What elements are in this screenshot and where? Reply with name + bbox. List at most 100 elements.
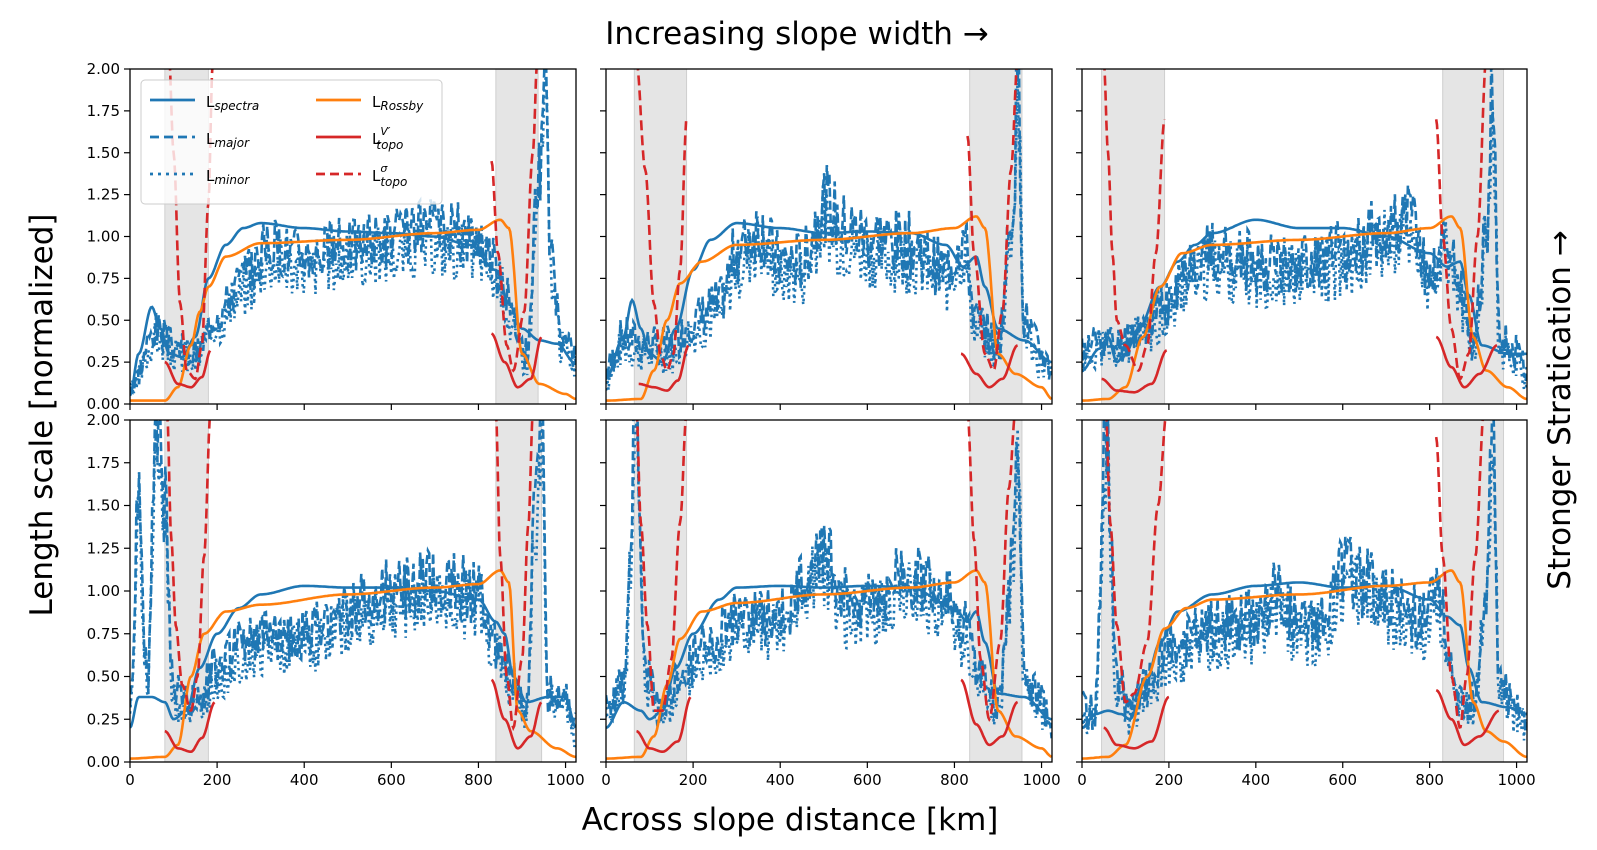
y-tick-label: 1.75 [87, 102, 120, 120]
x-tick-label: 800 [940, 771, 969, 789]
series-topo-sigma-right [966, 69, 1018, 373]
legend: Lspectra Lmajor Lminor LRossby LV′ topo Lσ topo [140, 79, 443, 205]
y-tick-label: 1.00 [87, 582, 120, 600]
x-tick-label: 200 [203, 771, 232, 789]
x-tick-label: 600 [853, 771, 882, 789]
series-topo-v-left [164, 701, 216, 753]
y-tick-label: 1.50 [87, 497, 120, 515]
x-tick-label: 0 [601, 771, 611, 789]
suptitle: Increasing slope width → [605, 16, 989, 52]
legend-label: LRossby [372, 93, 424, 113]
series-topo-v-left [1103, 695, 1170, 750]
series-topo-sigma-left [636, 69, 688, 373]
series-topo-sigma-left [1105, 420, 1167, 704]
x-tick-label: 400 [766, 771, 795, 789]
subplot-0-2 [1076, 68, 1528, 410]
x-tick-label: 600 [1328, 771, 1357, 789]
series-rossby [606, 215, 1052, 402]
series-topo-v-right [490, 332, 543, 389]
series-topo-v-right [960, 344, 1019, 389]
x-tick-label: 200 [1155, 771, 1184, 789]
series-topo-sigma-left [168, 69, 214, 381]
series-minor [130, 420, 576, 748]
subplot-0-1 [600, 68, 1053, 410]
x-axis-label: Across slope distance [km] [582, 802, 999, 838]
y-tick-label: 1.25 [87, 186, 120, 204]
series-major [1082, 69, 1527, 380]
x-tick-label: 1000 [1497, 771, 1535, 789]
series-rossby [130, 218, 576, 402]
x-tick-label: 200 [679, 771, 708, 789]
y-tick-label: 0.50 [87, 668, 120, 686]
series-major [130, 69, 576, 396]
legend-label: LV′ topo [372, 125, 403, 152]
y-tick-label: 0.00 [87, 753, 120, 771]
y-tick-label: 0.00 [87, 395, 120, 413]
y-tick-label: 2.00 [87, 60, 120, 78]
y-axis-label: Length scale [normalized] [24, 214, 60, 617]
series-topo-v-right [1435, 688, 1500, 747]
y-tick-label: 2.00 [87, 411, 120, 429]
legend-label: Lσ topo [372, 162, 407, 189]
legend-label: Lminor [206, 167, 250, 187]
x-tick-label: 0 [125, 771, 135, 789]
legend-label: Lspectra [206, 93, 259, 113]
legend-box [140, 79, 443, 205]
series-topo-sigma-right [490, 69, 538, 373]
series-topo-sigma-right [967, 420, 1016, 722]
y-tick-label: 0.75 [87, 625, 120, 643]
series-topo-v-left [638, 344, 690, 392]
y-tick-label: 0.75 [87, 269, 120, 287]
y-tick-label: 0.50 [87, 311, 120, 329]
x-tick-label: 400 [290, 771, 319, 789]
x-tick-label: 400 [1242, 771, 1271, 789]
x-tick-label: 800 [1415, 771, 1444, 789]
series-topo-v-right [490, 678, 543, 750]
series-major [606, 420, 1052, 739]
legend-item-major: Lmajor [150, 130, 250, 150]
subplot-1-1: 0 200 400 600 800 1000 [600, 419, 1061, 789]
y-tick-label: 1.75 [87, 454, 120, 472]
x-tick-label: 0 [1077, 771, 1087, 789]
series-rossby [1082, 569, 1527, 760]
legend-item-rossby: LRossby [316, 93, 424, 113]
shaded-region [495, 420, 543, 762]
legend-item-topoSigma: Lσ topo [316, 162, 407, 189]
legend-item-minor: Lminor [150, 167, 250, 187]
y-tick-label: 1.25 [87, 539, 120, 557]
series-topo-v-left [1101, 349, 1168, 394]
series-topo-v-right [960, 678, 1019, 747]
series-topo-v-left [164, 349, 212, 389]
x-tick-label: 1000 [1022, 771, 1060, 789]
series-rossby [1082, 215, 1527, 402]
subplot-1-0: 0.00 0.25 0.50 0.75 1.00 1.25 1.50 1.75 2.00 0 200… [87, 411, 585, 789]
series-major [130, 420, 576, 728]
series-topo-sigma-right [1434, 69, 1487, 381]
series-major [1082, 420, 1527, 732]
x-tick-label: 600 [377, 771, 406, 789]
series-spectra [130, 584, 576, 729]
series-topo-sigma-left [635, 420, 687, 712]
series-topo-sigma-right [1434, 420, 1485, 730]
legend-item-spectra: Lspectra [150, 93, 259, 113]
series-minor [606, 78, 1052, 391]
subplot-0-0: 0.00 0.25 0.50 0.75 1.00 1.25 1.50 1.75 2.00 [87, 60, 577, 413]
y-tick-label: 1.50 [87, 144, 120, 162]
series-topo-v-right [1435, 335, 1498, 389]
y-tick-label: 0.25 [87, 353, 120, 371]
y-tick-label: 0.25 [87, 710, 120, 728]
series-topo-sigma-left [1103, 69, 1166, 372]
series-topo-sigma-right [495, 420, 534, 732]
legend-item-topoV: LV′ topo [316, 125, 403, 152]
x-tick-label: 1000 [546, 771, 584, 789]
x-tick-label: 800 [464, 771, 493, 789]
legend-label: Lmajor [206, 130, 250, 150]
y-tick-label: 1.00 [87, 228, 120, 246]
series-topo-sigma-left [166, 420, 211, 712]
series-topo-v-left [636, 696, 692, 753]
series-spectra [606, 221, 1052, 381]
subplot-1-2: 0 200 400 600 800 1000 [1076, 419, 1536, 789]
series-major [606, 69, 1052, 380]
right-label: Stronger Stratication → [1542, 230, 1578, 589]
